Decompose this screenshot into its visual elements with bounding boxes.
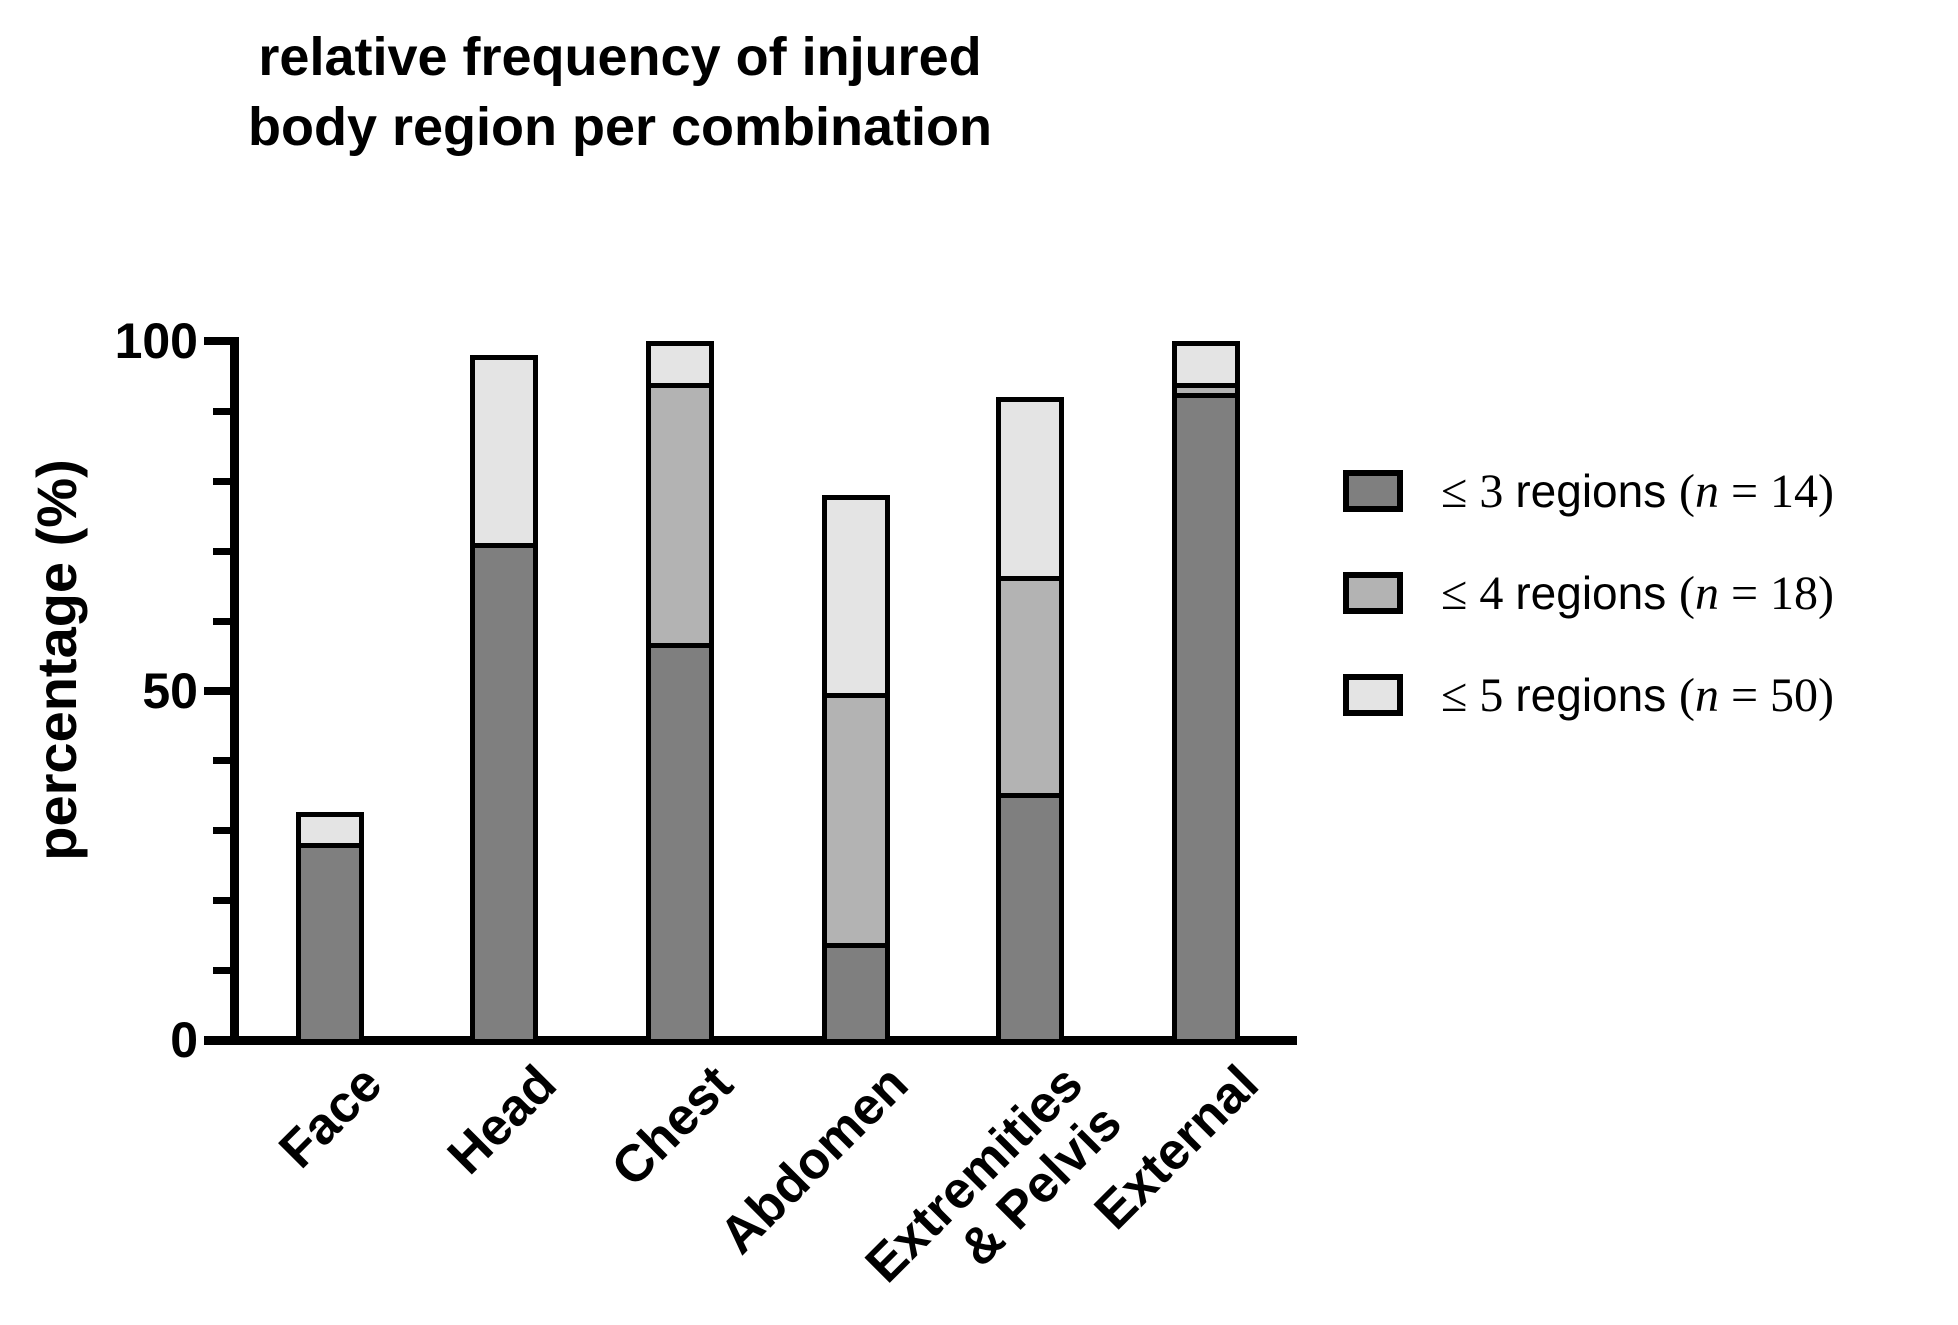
legend-n-symbol: n: [1694, 464, 1719, 518]
bar-external: [1172, 341, 1240, 1044]
bar-divider: [827, 942, 885, 948]
bar-segment-le5: [651, 346, 709, 386]
y-tick-label: 50: [142, 662, 198, 719]
y-minor-tick: [213, 827, 230, 835]
bar-extremities-pelvis: [996, 396, 1064, 1044]
y-tick-label: 0: [170, 1012, 198, 1068]
bar-divider: [1001, 576, 1059, 582]
bar-segment-le5: [1001, 401, 1059, 579]
chart-title-line1: relative frequency of injured: [258, 27, 982, 87]
legend-paren: (: [1679, 464, 1695, 518]
legend-word: regions: [1515, 566, 1679, 619]
bar-divider: [1177, 382, 1235, 388]
legend-item-le4: ≤ 4 regions (n = 18): [1343, 567, 1834, 620]
bar-divider: [301, 842, 359, 848]
legend-label-le5: ≤ 5 regions (n = 50): [1441, 668, 1834, 723]
bar-divider: [651, 643, 709, 649]
legend-item-le5: ≤ 5 regions (n = 50): [1343, 669, 1834, 722]
y-minor-tick: [213, 617, 230, 625]
legend-item-le3: ≤ 3 regions (n = 14): [1343, 465, 1834, 518]
legend-n-value: = 14): [1718, 464, 1835, 518]
x-category-label-head: Head: [436, 1054, 568, 1186]
x-axis-line: [204, 1036, 1297, 1045]
legend-label-le4: ≤ 4 regions (n = 18): [1441, 566, 1834, 621]
legend-n-symbol: n: [1694, 566, 1719, 620]
bar-segment-le4: [1001, 578, 1059, 796]
legend-paren: (: [1679, 668, 1695, 722]
legend-threshold: ≤ 3: [1441, 464, 1516, 518]
bar-divider: [475, 543, 533, 549]
bar-divider: [1177, 393, 1235, 399]
bar-segment-le4: [1177, 385, 1235, 396]
bar-chest: [646, 341, 714, 1044]
y-minor-tick: [213, 477, 230, 485]
legend-swatch-le4: [1343, 572, 1403, 614]
y-axis-line: [230, 337, 239, 1045]
bar-divider: [1001, 792, 1059, 798]
bar-face: [296, 812, 364, 1044]
legend-label-le3: ≤ 3 regions (n = 14): [1441, 464, 1834, 519]
bar-head: [470, 354, 538, 1044]
bar-segment-le4: [827, 695, 885, 946]
y-minor-tick: [213, 897, 230, 905]
chart-title: relative frequency of injured body regio…: [140, 22, 1100, 162]
legend-swatch-le3: [1343, 470, 1403, 512]
bar-segment-le5: [1177, 346, 1235, 386]
legend-threshold: ≤ 4: [1441, 566, 1516, 620]
y-minor-tick: [213, 547, 230, 555]
legend-swatch-le5: [1343, 674, 1403, 716]
bar-segment-le5: [827, 499, 885, 696]
bar-segment-le4: [651, 385, 709, 646]
x-category-label-face: Face: [268, 1054, 394, 1180]
bar-divider: [827, 692, 885, 698]
x-category-label-chest: Chest: [600, 1054, 744, 1198]
chart-title-line2: body region per combination: [247, 97, 993, 158]
legend-threshold: ≤ 5: [1441, 668, 1516, 722]
legend: ≤ 3 regions (n = 14) ≤ 4 regions (n = 18…: [1343, 465, 1834, 776]
y-minor-tick: [213, 967, 230, 975]
legend-word: regions: [1515, 464, 1679, 517]
y-major-tick: [204, 686, 230, 695]
y-tick-label: 100: [114, 313, 198, 369]
bar-segment-le5: [475, 359, 533, 546]
y-major-tick: [204, 337, 230, 345]
bar-abdomen: [822, 494, 890, 1044]
y-minor-tick: [213, 407, 230, 415]
legend-paren: (: [1679, 566, 1695, 620]
legend-n-value: = 18): [1718, 566, 1835, 620]
y-minor-tick: [213, 757, 230, 765]
legend-word: regions: [1515, 668, 1679, 721]
bar-segment-le5: [301, 817, 359, 846]
legend-n-symbol: n: [1694, 668, 1719, 722]
y-major-tick: [204, 1036, 230, 1044]
bar-divider: [651, 382, 709, 388]
legend-n-value: = 50): [1718, 668, 1835, 722]
